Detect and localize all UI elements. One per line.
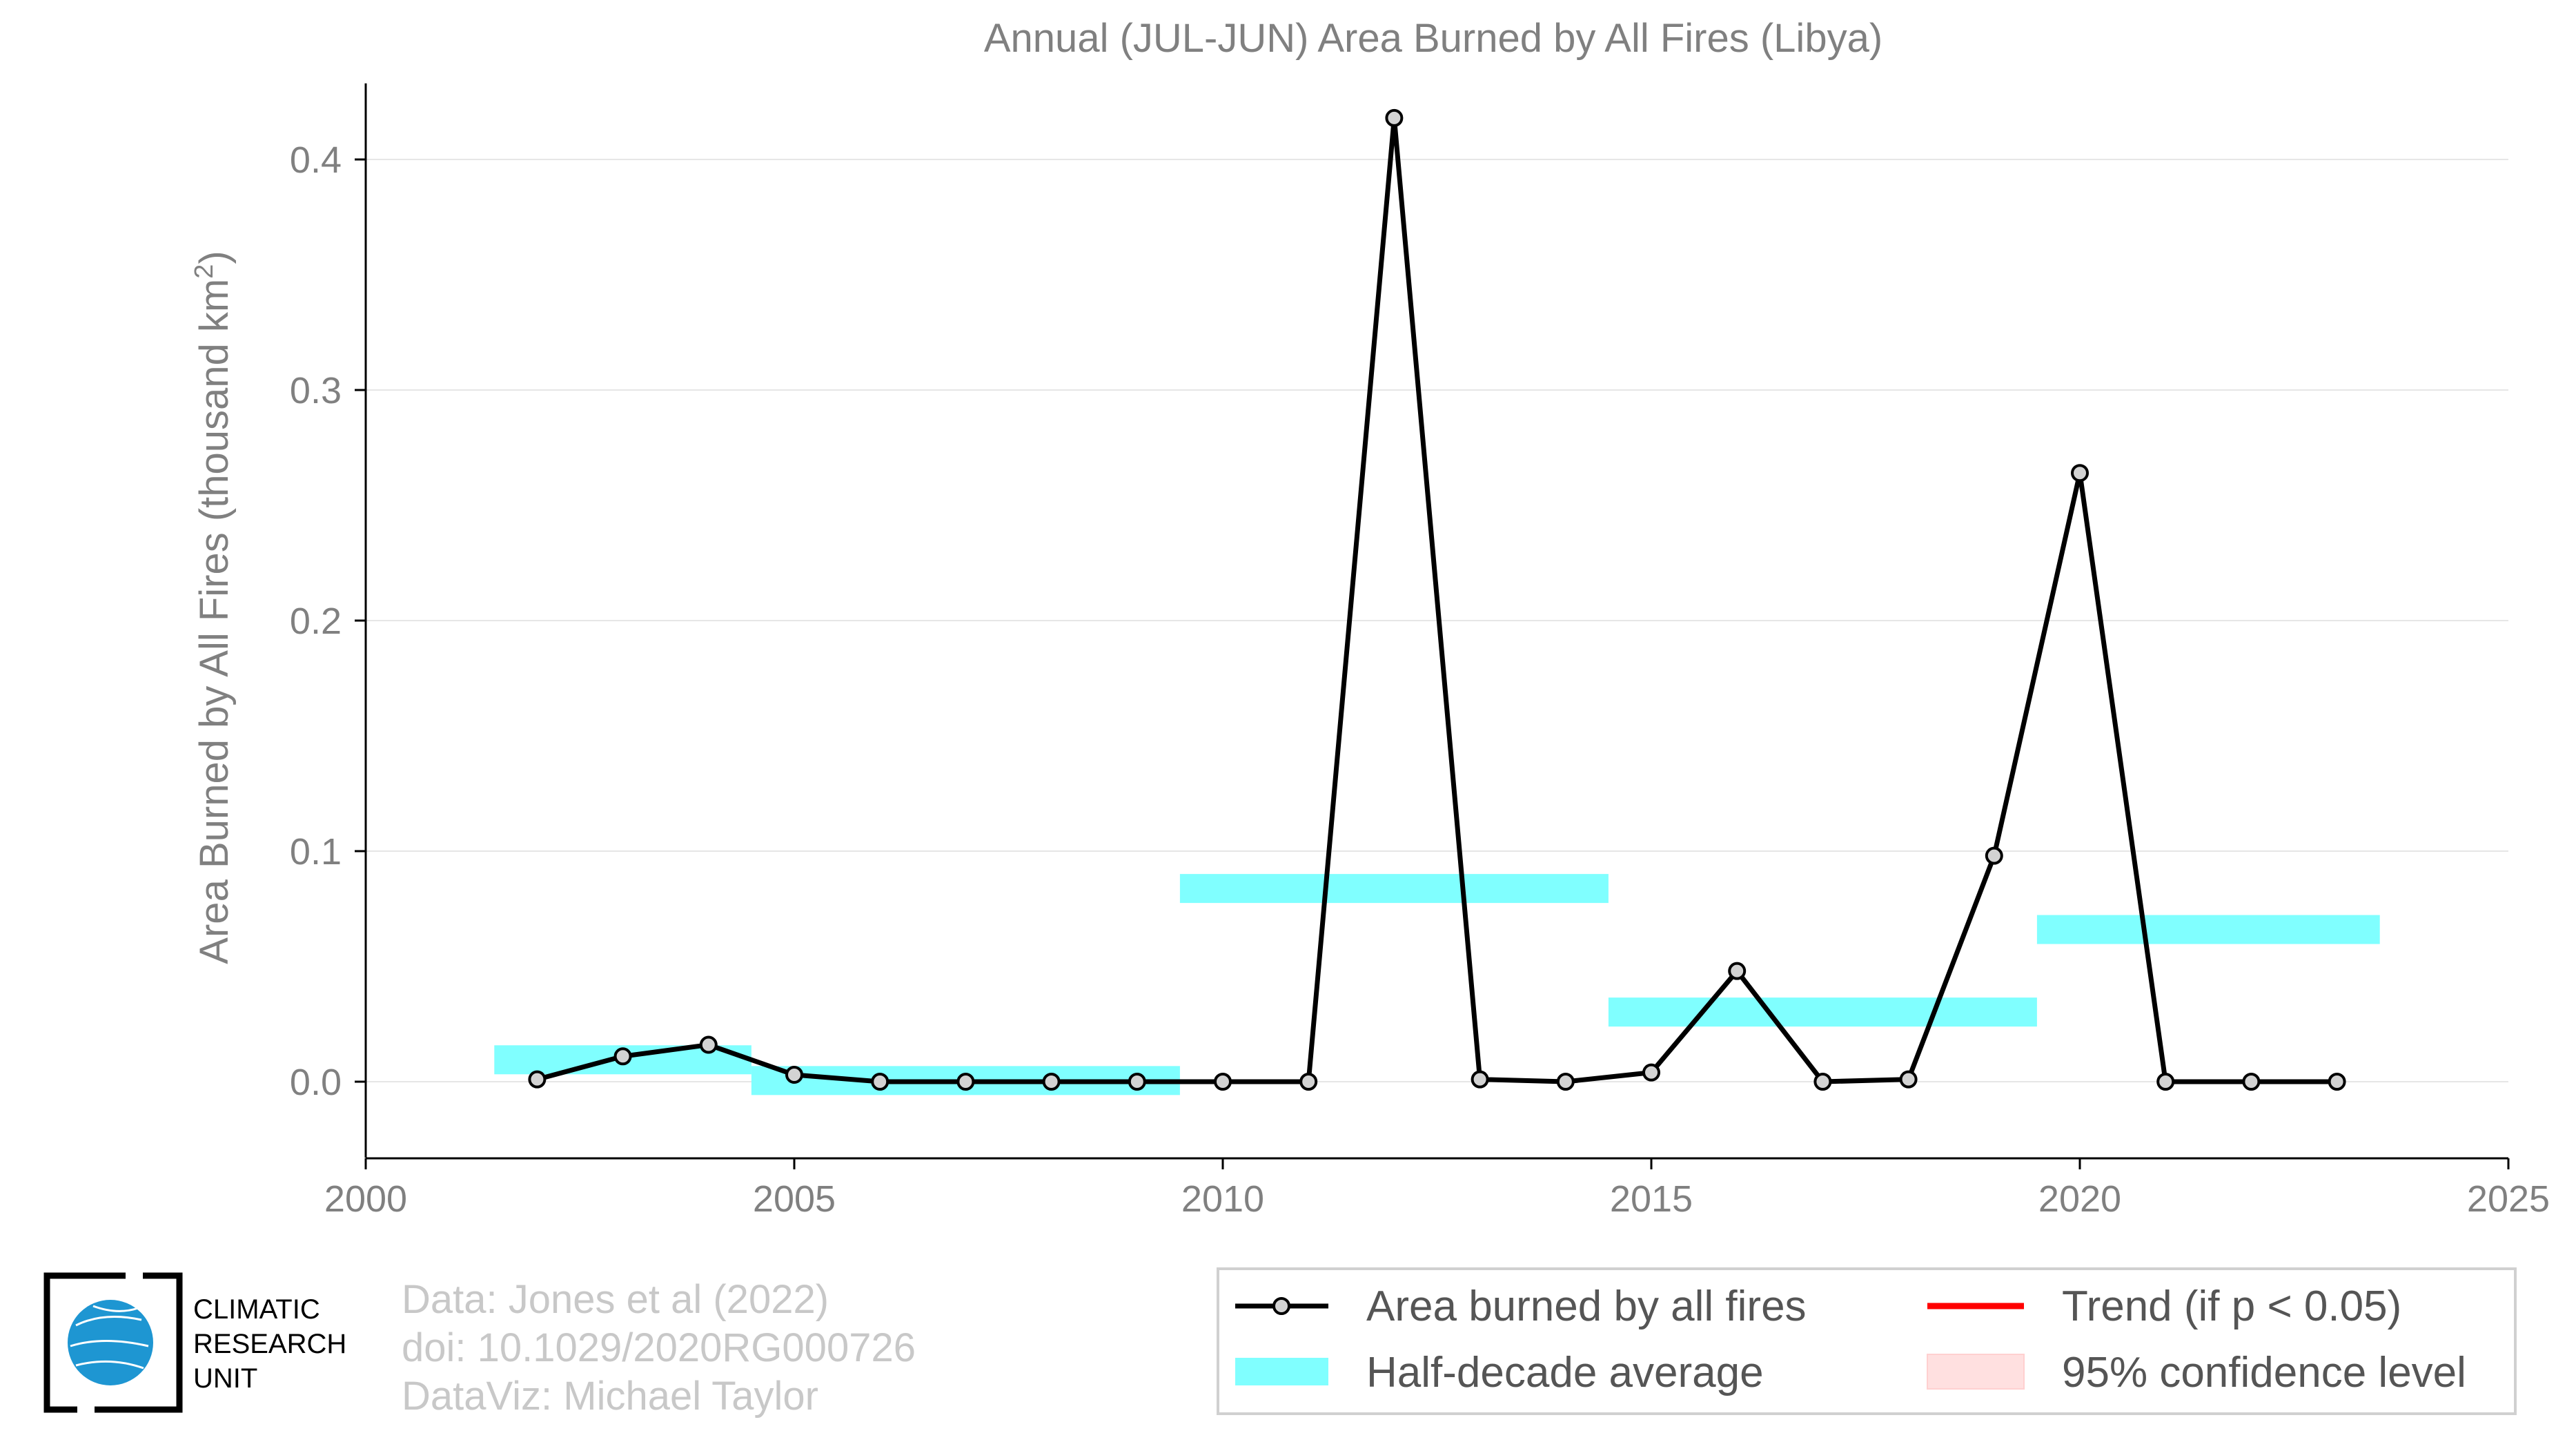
logo-bracket-right (95, 1272, 183, 1413)
data-point (699, 1035, 718, 1054)
data-point (1299, 1073, 1318, 1091)
data-point (1128, 1073, 1146, 1091)
y-tick-label: 0.0 (290, 1062, 342, 1103)
legend-label-trend: Trend (if p < 0.05) (2062, 1283, 2401, 1330)
y-axis-label-superscript: 2 (190, 264, 219, 279)
half-decade-band (2036, 915, 2380, 944)
legend-swatch-band (1235, 1358, 1328, 1385)
x-tick-label: 2010 (1181, 1178, 1264, 1220)
x-tick-label: 2005 (753, 1178, 836, 1220)
logo-text-line2: RESEARCH (193, 1329, 346, 1359)
data-point (785, 1065, 803, 1084)
y-tick-label: 0.2 (290, 601, 342, 642)
half-decade-band (1608, 997, 2037, 1027)
data-point (1728, 962, 1747, 980)
series-line (536, 115, 2337, 1084)
legend-entry-half-decade: Half-decade average (1235, 1349, 1764, 1396)
data-point (1899, 1070, 1918, 1089)
data-point (613, 1047, 632, 1066)
credit-dataviz: DataViz: Michael Taylor (402, 1374, 818, 1419)
x-tick-label: 2015 (1610, 1178, 1693, 1220)
logo-globe-lines (70, 1305, 149, 1370)
y-axis-label-main: Area Burned by All Fires (thousand km (192, 279, 237, 964)
y-axis: 0.0 0.1 0.2 0.3 0.4 (290, 83, 367, 1158)
half-decade-band (1179, 874, 1609, 904)
legend-label-area-burned: Area burned by all fires (1366, 1283, 1807, 1330)
legend-frame (1217, 1267, 2517, 1415)
data-point (1214, 1073, 1232, 1091)
credit-data-source: Data: Jones et al (2022) (402, 1277, 829, 1322)
data-point (1385, 108, 1404, 127)
logo-text-line3: UNIT (193, 1363, 257, 1394)
y-tick-label: 0.1 (290, 831, 342, 873)
legend-entry-confidence: 95% confidence level (1927, 1349, 2466, 1396)
series-area-burned (528, 108, 2346, 1091)
legend-label-confidence: 95% confidence level (2062, 1349, 2466, 1396)
y-axis-label: Area Burned by All Fires (thousand km2) (190, 251, 237, 964)
credit-doi: doi: 10.1029/2020RG000726 (402, 1325, 916, 1370)
data-point (1556, 1073, 1575, 1091)
y-tick-label: 0.3 (290, 370, 342, 411)
data-point (1471, 1070, 1489, 1089)
legend-swatch-marker (1272, 1297, 1290, 1315)
half-decade-average-bands (494, 874, 2380, 1095)
legend-entry-trend: Trend (if p < 0.05) (1927, 1283, 2401, 1330)
x-tick-label: 2020 (2038, 1178, 2121, 1220)
data-point (2328, 1073, 2346, 1091)
data-point (1042, 1073, 1061, 1091)
logo-bracket-left (43, 1272, 126, 1413)
data-point (956, 1073, 975, 1091)
x-tick-label: 2000 (324, 1178, 407, 1220)
x-axis: 2000 2005 2010 2015 2020 2025 (324, 1157, 2550, 1220)
data-point (528, 1070, 547, 1089)
legend-swatch-confidence (1927, 1354, 2025, 1390)
data-point (1813, 1073, 1832, 1091)
legend-label-half-decade: Half-decade average (1366, 1349, 1764, 1396)
data-point (2156, 1073, 2175, 1091)
legend: Area burned by all fires Half-decade ave… (1217, 1267, 2517, 1415)
data-point (1985, 846, 2003, 865)
legend-entry-area-burned: Area burned by all fires (1235, 1283, 1807, 1330)
data-point (2071, 464, 2089, 483)
x-tick-label: 2025 (2467, 1178, 2550, 1220)
data-point (871, 1073, 889, 1091)
data-point (1642, 1063, 1660, 1082)
chart-title: Annual (JUL-JUN) Area Burned by All Fire… (984, 16, 1882, 61)
data-point (2242, 1073, 2261, 1091)
y-axis-label-end: ) (192, 251, 237, 264)
logo-text-line1: CLIMATIC (193, 1294, 320, 1325)
credits: Data: Jones et al (2022) doi: 10.1029/20… (402, 1277, 916, 1419)
cru-logo: CLIMATIC RESEARCH UNIT (43, 1272, 346, 1413)
y-tick-label: 0.4 (290, 139, 342, 181)
